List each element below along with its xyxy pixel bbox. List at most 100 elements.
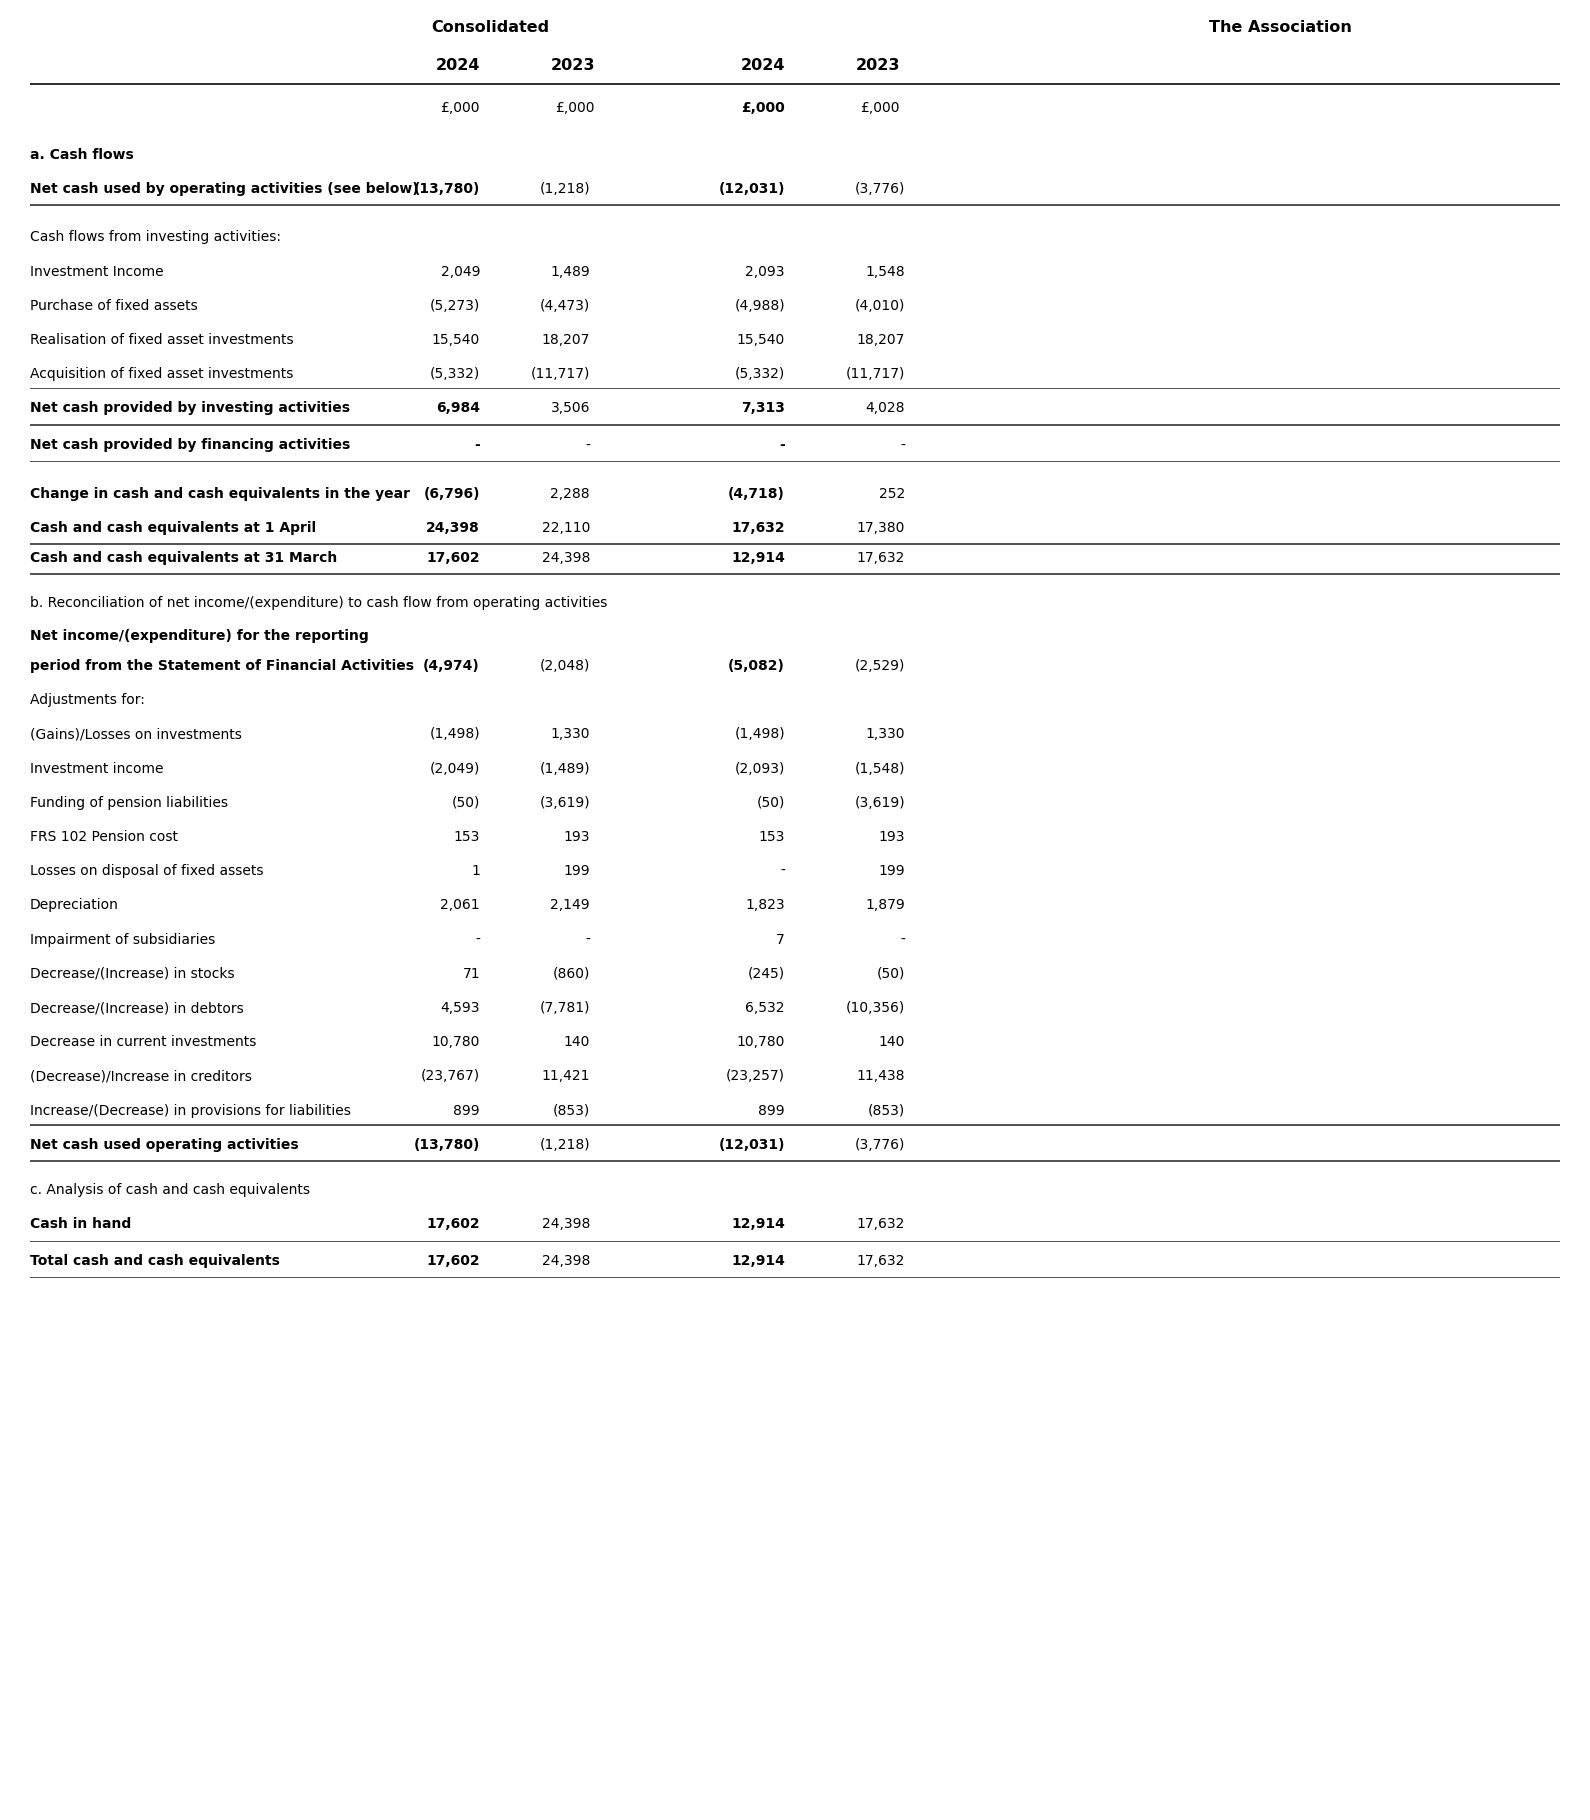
Text: 22,110: 22,110 — [542, 521, 590, 535]
Text: -: - — [474, 439, 480, 453]
Text: (245): (245) — [747, 966, 785, 981]
Text: (853): (853) — [553, 1103, 590, 1117]
Text: (2,529): (2,529) — [855, 659, 905, 673]
Text: -: - — [781, 864, 785, 879]
Text: (3,619): (3,619) — [854, 795, 905, 810]
Text: Acquisition of fixed asset investments: Acquisition of fixed asset investments — [30, 368, 294, 380]
Text: (853): (853) — [868, 1103, 905, 1117]
Text: 140: 140 — [563, 1036, 590, 1048]
Text: 3,506: 3,506 — [550, 402, 590, 415]
Text: 15,540: 15,540 — [736, 333, 785, 348]
Text: (3,776): (3,776) — [855, 182, 905, 197]
Text: 140: 140 — [879, 1036, 905, 1048]
Text: Funding of pension liabilities: Funding of pension liabilities — [30, 795, 227, 810]
Text: 2,093: 2,093 — [746, 264, 785, 278]
Text: (13,780): (13,780) — [413, 182, 480, 197]
Text: 153: 153 — [758, 830, 785, 844]
Text: Impairment of subsidiaries: Impairment of subsidiaries — [30, 932, 215, 946]
Text: (23,767): (23,767) — [421, 1070, 480, 1083]
Text: Change in cash and cash equivalents in the year: Change in cash and cash equivalents in t… — [30, 486, 410, 501]
Text: (11,717): (11,717) — [531, 368, 590, 380]
Text: 10,780: 10,780 — [736, 1036, 785, 1048]
Text: £,000: £,000 — [741, 100, 785, 115]
Text: b. Reconciliation of net income/(expenditure) to cash flow from operating activi: b. Reconciliation of net income/(expendi… — [30, 597, 607, 610]
Text: 24,398: 24,398 — [542, 551, 590, 564]
Text: Increase/(Decrease) in provisions for liabilities: Increase/(Decrease) in provisions for li… — [30, 1103, 351, 1117]
Text: 15,540: 15,540 — [432, 333, 480, 348]
Text: (2,093): (2,093) — [735, 761, 785, 775]
Text: Adjustments for:: Adjustments for: — [30, 693, 145, 708]
Text: 252: 252 — [879, 486, 905, 501]
Text: period from the Statement of Financial Activities: period from the Statement of Financial A… — [30, 659, 413, 673]
Text: 1,548: 1,548 — [865, 264, 905, 278]
Text: 10,780: 10,780 — [431, 1036, 480, 1048]
Text: Purchase of fixed assets: Purchase of fixed assets — [30, 298, 197, 313]
Text: Decrease in current investments: Decrease in current investments — [30, 1036, 256, 1048]
Text: Consolidated: Consolidated — [431, 20, 549, 36]
Text: (4,718): (4,718) — [728, 486, 785, 501]
Text: 1,879: 1,879 — [865, 899, 905, 912]
Text: 2,288: 2,288 — [550, 486, 590, 501]
Text: 2,049: 2,049 — [440, 264, 480, 278]
Text: 7,313: 7,313 — [741, 402, 785, 415]
Text: Cash flows from investing activities:: Cash flows from investing activities: — [30, 231, 281, 244]
Text: Investment income: Investment income — [30, 761, 164, 775]
Text: 17,602: 17,602 — [426, 551, 480, 564]
Text: 899: 899 — [453, 1103, 480, 1117]
Text: 17,632: 17,632 — [731, 521, 785, 535]
Text: 899: 899 — [758, 1103, 785, 1117]
Text: Decrease/(Increase) in stocks: Decrease/(Increase) in stocks — [30, 966, 235, 981]
Text: (5,332): (5,332) — [429, 368, 480, 380]
Text: (5,273): (5,273) — [429, 298, 480, 313]
Text: 17,602: 17,602 — [426, 1254, 480, 1269]
Text: (23,257): (23,257) — [727, 1070, 785, 1083]
Text: Cash in hand: Cash in hand — [30, 1218, 132, 1232]
Text: The Association: The Association — [1208, 20, 1352, 36]
Text: 2023: 2023 — [550, 58, 595, 73]
Text: (7,781): (7,781) — [539, 1001, 590, 1016]
Text: Cash and cash equivalents at 31 March: Cash and cash equivalents at 31 March — [30, 551, 337, 564]
Text: 2,149: 2,149 — [550, 899, 590, 912]
Text: Net cash provided by financing activities: Net cash provided by financing activitie… — [30, 439, 350, 453]
Text: (1,489): (1,489) — [539, 761, 590, 775]
Text: (1,218): (1,218) — [539, 182, 590, 197]
Text: 12,914: 12,914 — [731, 1218, 785, 1232]
Text: 17,380: 17,380 — [857, 521, 905, 535]
Text: (13,780): (13,780) — [413, 1138, 480, 1152]
Text: (10,356): (10,356) — [846, 1001, 905, 1016]
Text: (12,031): (12,031) — [719, 182, 785, 197]
Text: Net cash provided by investing activities: Net cash provided by investing activitie… — [30, 402, 350, 415]
Text: 1,823: 1,823 — [746, 899, 785, 912]
Text: Depreciation: Depreciation — [30, 899, 119, 912]
Text: 199: 199 — [878, 864, 905, 879]
Text: Realisation of fixed asset investments: Realisation of fixed asset investments — [30, 333, 294, 348]
Text: (2,048): (2,048) — [539, 659, 590, 673]
Text: Decrease/(Increase) in debtors: Decrease/(Increase) in debtors — [30, 1001, 243, 1016]
Text: 24,398: 24,398 — [542, 1218, 590, 1232]
Text: 199: 199 — [563, 864, 590, 879]
Text: (4,473): (4,473) — [539, 298, 590, 313]
Text: -: - — [585, 932, 590, 946]
Text: £,000: £,000 — [555, 100, 595, 115]
Text: 11,438: 11,438 — [857, 1070, 905, 1083]
Text: (3,776): (3,776) — [855, 1138, 905, 1152]
Text: 2024: 2024 — [436, 58, 480, 73]
Text: (2,049): (2,049) — [429, 761, 480, 775]
Text: £,000: £,000 — [860, 100, 900, 115]
Text: Losses on disposal of fixed assets: Losses on disposal of fixed assets — [30, 864, 264, 879]
Text: -: - — [475, 932, 480, 946]
Text: -: - — [585, 439, 590, 453]
Text: 6,984: 6,984 — [436, 402, 480, 415]
Text: (3,619): (3,619) — [539, 795, 590, 810]
Text: 71: 71 — [463, 966, 480, 981]
Text: 12,914: 12,914 — [731, 1254, 785, 1269]
Text: 11,421: 11,421 — [542, 1070, 590, 1083]
Text: 24,398: 24,398 — [542, 1254, 590, 1269]
Text: 2024: 2024 — [741, 58, 785, 73]
Text: c. Analysis of cash and cash equivalents: c. Analysis of cash and cash equivalents — [30, 1183, 310, 1198]
Text: 1,330: 1,330 — [550, 728, 590, 741]
Text: Net income/(expenditure) for the reporting: Net income/(expenditure) for the reporti… — [30, 630, 369, 642]
Text: a. Cash flows: a. Cash flows — [30, 147, 134, 162]
Text: 1,489: 1,489 — [550, 264, 590, 278]
Text: 7: 7 — [776, 932, 785, 946]
